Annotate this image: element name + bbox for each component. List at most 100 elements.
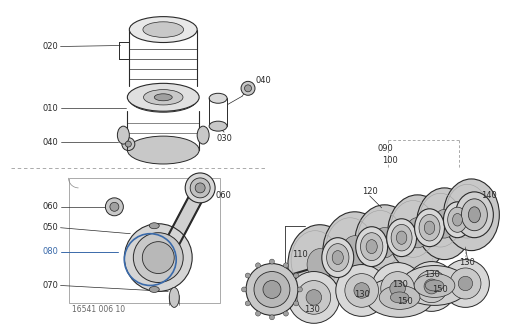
Ellipse shape (125, 141, 131, 147)
Ellipse shape (297, 287, 302, 292)
Ellipse shape (400, 266, 467, 306)
Ellipse shape (127, 136, 199, 164)
Ellipse shape (129, 17, 197, 43)
Text: 130: 130 (303, 305, 319, 314)
Ellipse shape (467, 207, 479, 223)
Ellipse shape (105, 198, 123, 216)
Ellipse shape (127, 83, 199, 111)
Ellipse shape (406, 262, 456, 311)
Text: 130: 130 (391, 280, 407, 289)
Ellipse shape (423, 279, 438, 294)
Ellipse shape (142, 242, 174, 274)
Ellipse shape (443, 202, 470, 238)
Ellipse shape (143, 90, 183, 105)
Ellipse shape (195, 183, 205, 193)
Ellipse shape (245, 273, 250, 278)
Text: 130: 130 (424, 270, 440, 279)
Ellipse shape (355, 227, 387, 266)
Ellipse shape (149, 223, 159, 229)
Bar (68, 178, 220, 304)
Ellipse shape (296, 280, 330, 314)
Ellipse shape (269, 315, 274, 320)
Ellipse shape (269, 259, 274, 264)
Ellipse shape (344, 274, 378, 307)
Text: 050: 050 (43, 223, 59, 232)
Ellipse shape (255, 263, 260, 268)
Ellipse shape (109, 202, 119, 211)
Ellipse shape (185, 173, 215, 203)
Ellipse shape (241, 81, 254, 95)
Ellipse shape (418, 214, 439, 241)
Ellipse shape (342, 236, 367, 267)
Ellipse shape (124, 224, 192, 292)
Ellipse shape (331, 251, 343, 265)
Ellipse shape (379, 285, 419, 309)
Text: 040: 040 (256, 76, 271, 85)
Text: 130: 130 (459, 258, 474, 267)
Ellipse shape (117, 126, 129, 144)
Ellipse shape (293, 273, 298, 278)
Text: 110: 110 (291, 250, 307, 259)
Ellipse shape (414, 209, 444, 247)
Ellipse shape (372, 227, 396, 258)
Ellipse shape (283, 263, 288, 268)
Text: 010: 010 (43, 104, 59, 113)
Ellipse shape (365, 278, 433, 317)
Ellipse shape (414, 270, 447, 303)
Text: 140: 140 (480, 191, 496, 200)
Ellipse shape (209, 121, 227, 131)
Ellipse shape (241, 287, 246, 292)
Ellipse shape (143, 22, 183, 37)
Ellipse shape (389, 281, 405, 296)
Ellipse shape (169, 288, 179, 307)
Ellipse shape (433, 209, 455, 238)
Text: 060: 060 (43, 202, 59, 211)
Ellipse shape (461, 199, 487, 231)
Ellipse shape (425, 280, 443, 291)
Text: 130: 130 (353, 290, 369, 299)
Ellipse shape (245, 301, 250, 306)
Text: 070: 070 (43, 281, 59, 290)
Ellipse shape (395, 231, 406, 244)
Ellipse shape (458, 276, 472, 291)
Ellipse shape (390, 225, 411, 251)
Ellipse shape (353, 283, 369, 298)
Text: 090: 090 (377, 144, 392, 152)
Text: 030: 030 (216, 134, 232, 143)
Polygon shape (156, 187, 206, 265)
Ellipse shape (305, 290, 321, 305)
Ellipse shape (322, 212, 386, 292)
Ellipse shape (306, 249, 332, 280)
Ellipse shape (154, 94, 172, 101)
Ellipse shape (129, 86, 197, 112)
Ellipse shape (380, 272, 414, 305)
Ellipse shape (423, 221, 434, 234)
Ellipse shape (283, 311, 288, 316)
Ellipse shape (371, 263, 422, 314)
Ellipse shape (449, 268, 480, 299)
Ellipse shape (354, 205, 414, 280)
Ellipse shape (459, 201, 482, 229)
Ellipse shape (455, 192, 492, 238)
Ellipse shape (190, 178, 210, 198)
Ellipse shape (197, 126, 209, 144)
Text: 120: 120 (361, 188, 377, 196)
Ellipse shape (288, 271, 339, 323)
Ellipse shape (335, 265, 387, 316)
Text: 080: 080 (43, 247, 59, 256)
Ellipse shape (253, 271, 289, 307)
Ellipse shape (288, 225, 351, 305)
Text: 060: 060 (215, 191, 231, 200)
Ellipse shape (209, 93, 227, 103)
Ellipse shape (133, 233, 183, 282)
Ellipse shape (255, 311, 260, 316)
Ellipse shape (416, 188, 471, 260)
Ellipse shape (149, 286, 159, 292)
Ellipse shape (405, 217, 429, 248)
Ellipse shape (413, 274, 454, 297)
Ellipse shape (360, 233, 382, 261)
Ellipse shape (293, 301, 298, 306)
Ellipse shape (386, 219, 416, 257)
Ellipse shape (321, 238, 353, 278)
Ellipse shape (387, 195, 446, 270)
